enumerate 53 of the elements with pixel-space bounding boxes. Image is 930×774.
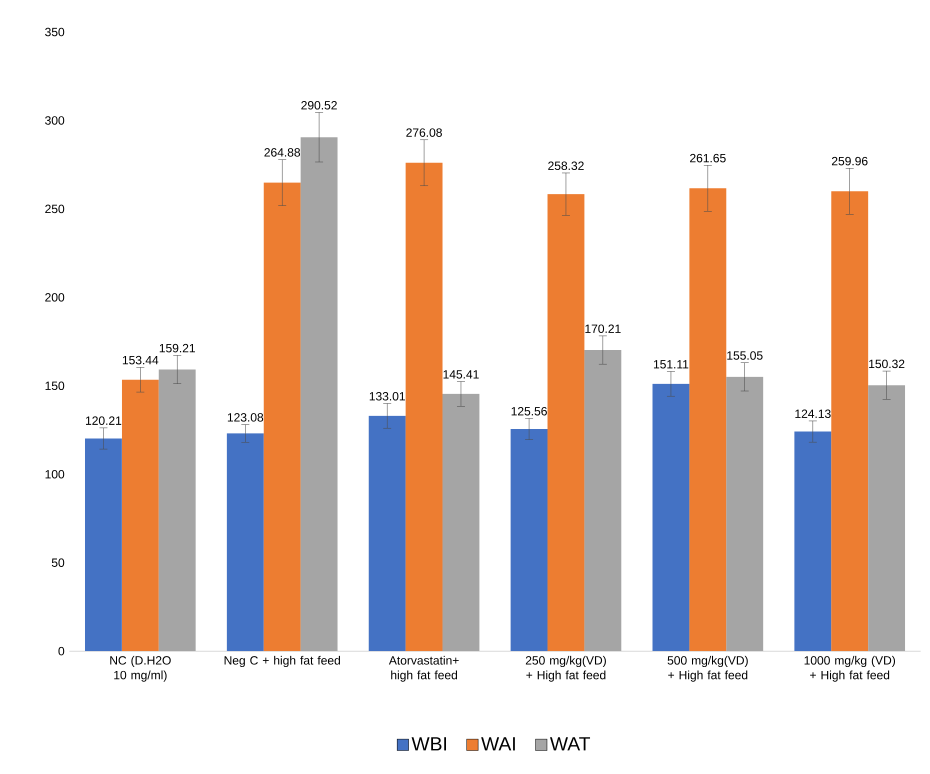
bar — [548, 194, 584, 652]
y-tick-label: 150 — [46, 382, 64, 390]
bar — [122, 380, 159, 652]
data-label: 133.01 — [370, 392, 405, 401]
data-label: 125.56 — [512, 407, 547, 416]
y-tick-label: 50 — [52, 558, 64, 567]
y-tick-label: 100 — [46, 470, 64, 479]
bar — [652, 384, 690, 652]
legend-label: WBI — [412, 737, 446, 750]
data-label: 124.13 — [795, 410, 831, 418]
x-tick-label: Neg C + high fat feed — [224, 656, 340, 668]
bar — [84, 438, 122, 652]
data-label: 170.21 — [585, 324, 621, 334]
bar — [158, 370, 196, 652]
bar — [831, 191, 868, 652]
data-label: 145.41 — [444, 370, 479, 379]
bar — [406, 162, 443, 652]
data-label: 259.96 — [832, 156, 868, 166]
x-tick-label: 500 mg/kg(VD) + High fat feed — [668, 656, 748, 682]
y-tick-label: 300 — [45, 116, 64, 125]
y-tick-label: 200 — [45, 293, 64, 302]
bar — [442, 394, 480, 652]
bar — [726, 376, 764, 652]
bar — [689, 188, 726, 652]
y-tick-label: 350 — [45, 28, 64, 36]
bar — [868, 385, 906, 652]
data-label: 153.44 — [122, 356, 158, 364]
x-tick-label: Atorvastatin+ high fat feed — [388, 656, 459, 682]
x-tick-label: NC (D.H2O 10 mg/ml) — [110, 656, 171, 682]
data-label: 120.21 — [86, 416, 122, 426]
data-label: 276.08 — [406, 128, 442, 137]
data-label: 290.52 — [301, 101, 337, 110]
data-label: 261.65 — [690, 154, 726, 162]
bar — [368, 416, 406, 652]
bar — [264, 182, 301, 652]
data-label: 150.32 — [869, 360, 904, 368]
data-label: 264.88 — [264, 148, 300, 157]
bar — [300, 137, 338, 652]
bar — [584, 350, 622, 652]
data-label: 123.08 — [228, 413, 264, 422]
bar — [510, 429, 548, 652]
data-label: 159.21 — [160, 344, 195, 352]
bar — [226, 433, 264, 652]
y-tick-label: 0 — [58, 646, 64, 656]
data-label: 151.11 — [654, 360, 688, 369]
y-tick-label: 250 — [45, 204, 64, 214]
x-tick-label: 250 mg/kg(VD) + High fat feed — [526, 656, 606, 682]
legend-label: WAT — [550, 737, 590, 750]
bar — [794, 432, 832, 652]
data-label: 155.05 — [727, 351, 763, 360]
data-label: 258.32 — [548, 162, 584, 170]
legend-label: WAI — [481, 737, 515, 750]
x-tick-label: 1000 mg/kg (VD) + High fat feed — [804, 656, 896, 682]
